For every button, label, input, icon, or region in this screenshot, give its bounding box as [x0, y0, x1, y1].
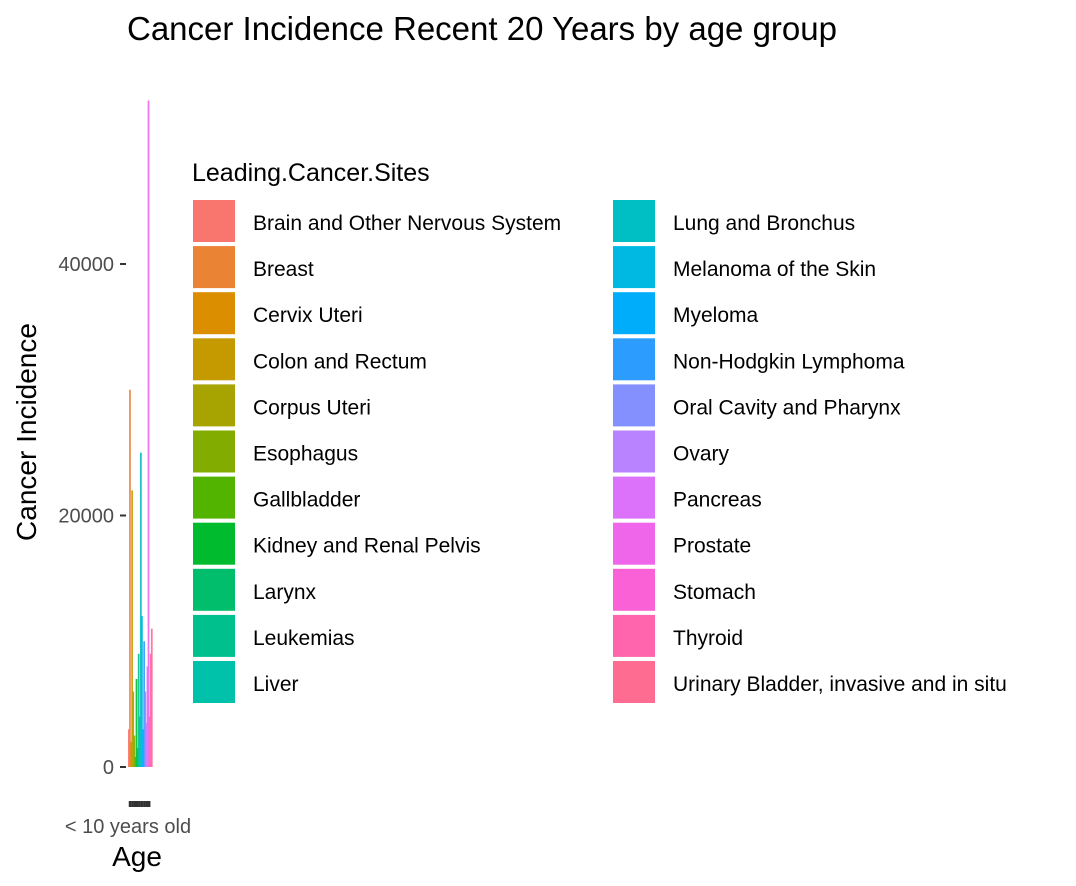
bar [140, 452, 142, 768]
legend-key [193, 614, 235, 657]
legend-label: Larynx [253, 581, 317, 604]
bar [147, 100, 150, 767]
bar [142, 729, 144, 767]
legend-label: Thyroid [673, 627, 743, 650]
y-tick-label: 40000 [58, 254, 114, 276]
legend-key [613, 246, 655, 289]
legend-label: Oral Cavity and Pharynx [673, 396, 901, 419]
legend-title: Leading.Cancer.Sites [192, 159, 430, 187]
legend-label: Leukemias [253, 627, 355, 650]
chart-title: Cancer Incidence Recent 20 Years by age … [127, 10, 837, 47]
bar [136, 748, 139, 767]
legend-key [193, 568, 235, 611]
legend-key [193, 430, 235, 473]
legend-label: Cervix Uteri [253, 304, 363, 327]
x-tick-label: < 10 years old [65, 816, 191, 838]
legend-key [613, 430, 655, 473]
legend-label: Urinary Bladder, invasive and in situ [673, 673, 1007, 696]
x-axis-title: Age [112, 841, 162, 872]
bar [135, 678, 138, 767]
legend-key [613, 568, 655, 611]
x-axis: < 10 years old [65, 801, 191, 838]
legend: Brain and Other Nervous System Breast Cerv… [193, 200, 1007, 703]
bar [128, 729, 130, 767]
legend-key [613, 661, 655, 703]
bar [148, 716, 151, 767]
legend-label: Stomach [673, 581, 756, 604]
legend-key [613, 476, 655, 519]
bar [141, 616, 143, 767]
bar [131, 490, 134, 767]
legend-key [193, 522, 235, 565]
legend-key [613, 292, 655, 335]
legend-key [613, 522, 655, 565]
legend-label: Lung and Bronchus [673, 212, 855, 235]
bar [137, 653, 140, 767]
bar [149, 653, 152, 767]
legend-key [193, 384, 235, 427]
bar [134, 756, 137, 767]
legend-key [193, 292, 235, 335]
legend-label: Myeloma [673, 304, 759, 327]
legend-key [193, 476, 235, 519]
legend-key [613, 338, 655, 381]
legend-label: Esophagus [253, 443, 358, 466]
legend-key [193, 246, 235, 289]
legend-label: Pancreas [673, 489, 762, 512]
legend-label: Prostate [673, 535, 751, 558]
bar [145, 722, 148, 767]
y-axis: 0 20000 40000 [58, 254, 126, 779]
y-tick-label: 20000 [58, 506, 114, 528]
y-axis-title: Cancer Incidence [11, 323, 42, 541]
legend-label: Melanoma of the Skin [673, 258, 876, 281]
y-tick-label: 0 [103, 757, 114, 779]
legend-label: Non-Hodgkin Lymphoma [673, 350, 905, 373]
bar [130, 741, 132, 767]
legend-label: Colon and Rectum [253, 350, 427, 373]
bar [133, 735, 136, 767]
legend-label: Brain and Other Nervous System [253, 212, 561, 235]
legend-label: Breast [253, 258, 314, 281]
bar [143, 641, 146, 767]
bar [132, 691, 135, 767]
legend-key [193, 661, 235, 703]
bar [138, 716, 141, 767]
legend-label: Kidney and Renal Pelvis [253, 535, 481, 558]
legend-key [193, 200, 235, 242]
bar [150, 628, 153, 767]
legend-label: Liver [253, 673, 299, 696]
legend-label: Corpus Uteri [253, 396, 371, 419]
legend-key [613, 384, 655, 427]
legend-key [613, 200, 655, 242]
bar [129, 389, 131, 767]
legend-key [193, 338, 235, 381]
bar [144, 691, 147, 767]
bar [146, 666, 149, 767]
bar-layer [128, 100, 153, 768]
legend-label: Gallbladder [253, 489, 360, 512]
legend-key [613, 614, 655, 657]
legend-label: Ovary [673, 443, 730, 466]
